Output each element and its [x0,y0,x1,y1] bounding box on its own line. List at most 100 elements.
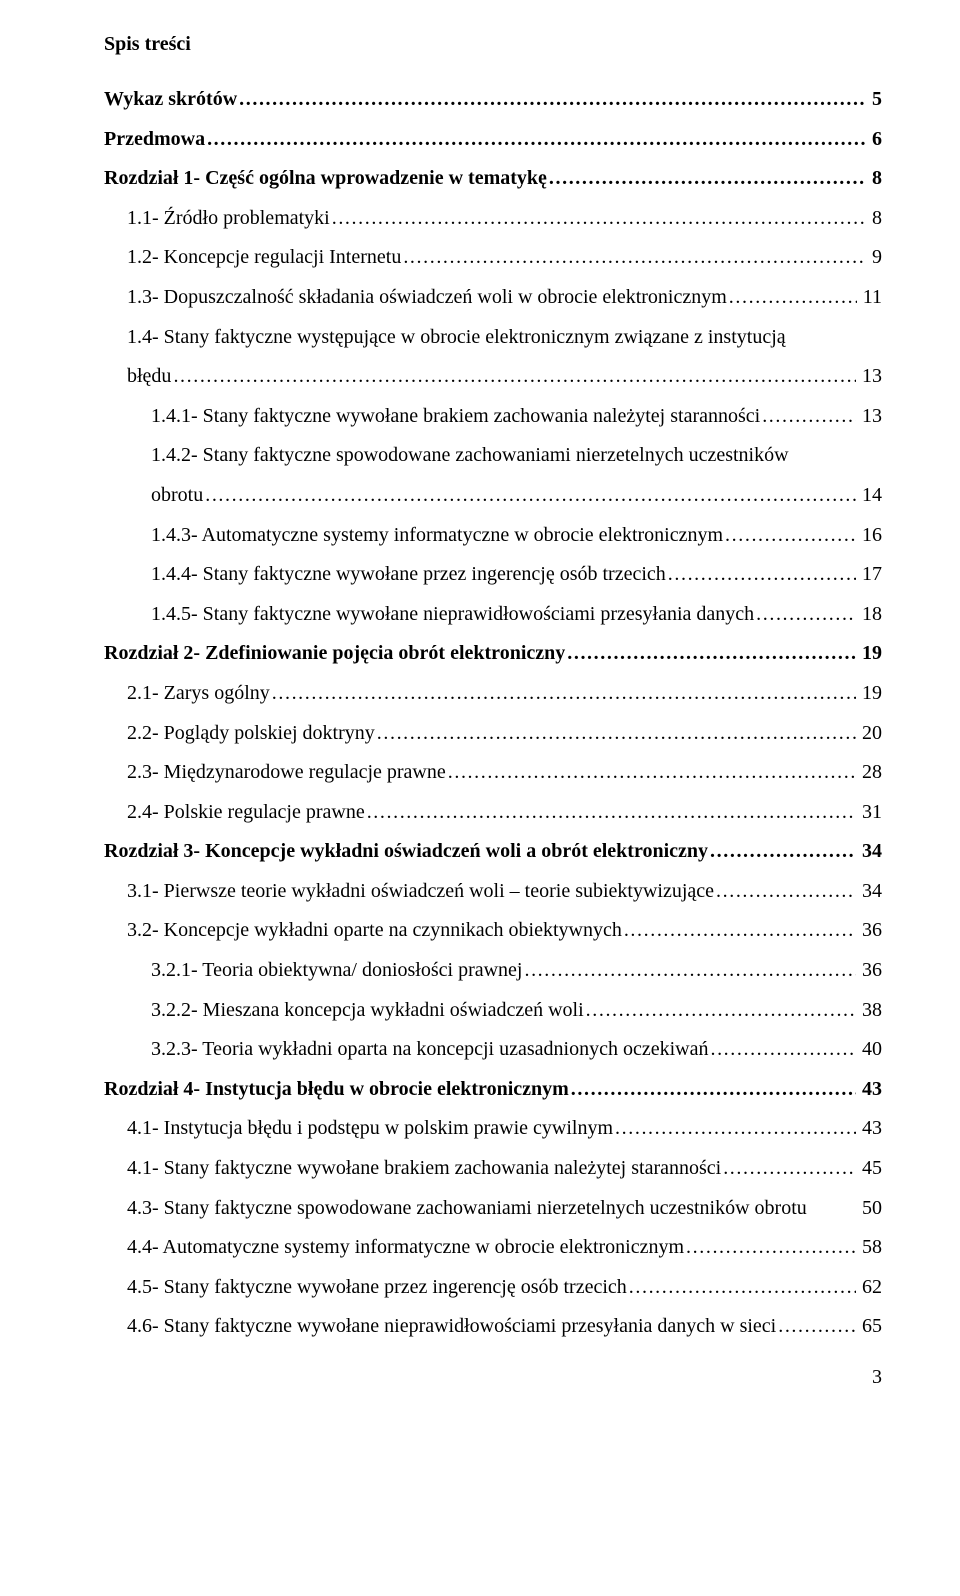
toc-entry: 3.2.1- Teoria obiektywna/ doniosłości pr… [104,956,882,985]
toc-entry-label: Rozdział 2- Zdefiniowanie pojęcia obrót … [104,639,565,668]
toc-leader-dots [629,1273,856,1302]
toc-entry-label: 3.2- Koncepcje wykładni oparte na czynni… [127,916,622,945]
toc-entry: 3.2.3- Teoria wykładni oparta na koncepc… [104,1035,882,1064]
toc-leader-dots [716,877,856,906]
toc-entry: 2.3- Międzynarodowe regulacje prawne 28 [104,758,882,787]
toc-leader-dots [207,125,866,154]
toc-leader-dots [571,1075,856,1104]
toc-entry: 3.2- Koncepcje wykładni oparte na czynni… [104,916,882,945]
toc-leader-dots [377,719,856,748]
toc-entry-page: 19 [858,679,882,708]
toc-leader-dots [624,916,856,945]
toc-entry: Rozdział 1- Część ogólna wprowadzenie w … [104,164,882,193]
toc-entry: 4.5- Stany faktyczne wywołane przez inge… [104,1273,882,1302]
toc-entry-page: 5 [868,85,882,114]
toc-entry-page: 36 [858,916,882,945]
toc-entry-label-line2: obrotu [151,481,203,510]
toc-entry-page: 43 [858,1075,882,1104]
toc-leader-dots [403,243,866,272]
toc-leader-dots [723,1154,856,1183]
toc-entry-page: 50 [858,1194,882,1223]
toc-entry: 1.4.1- Stany faktyczne wywołane brakiem … [104,402,882,431]
toc-entry-label: Rozdział 1- Część ogólna wprowadzenie w … [104,164,547,193]
toc-entry-label: 2.2- Poglądy polskiej doktryny [127,719,375,748]
toc-entry-page: 34 [858,877,882,906]
toc-entry-page: 58 [858,1233,882,1262]
toc-entry-page: 36 [858,956,882,985]
toc-entry: 4.1- Instytucja błędu i podstępu w polsk… [104,1114,882,1143]
toc-entry-page: 13 [858,362,882,391]
toc-entry-label-line1: 1.4.2- Stany faktyczne spowodowane zacho… [151,441,882,470]
toc-entry: 1.4.2- Stany faktyczne spowodowane zacho… [104,441,882,510]
toc-entry-label: 4.4- Automatyczne systemy informatyczne … [127,1233,684,1262]
toc-leader-dots [586,996,856,1025]
toc-entry-page: 18 [858,600,882,629]
toc-entry-page: 40 [858,1035,882,1064]
toc-leader-dots [239,85,866,114]
toc-entry-label: 2.1- Zarys ogólny [127,679,270,708]
toc-entry: 2.1- Zarys ogólny 19 [104,679,882,708]
toc-leader-dots [778,1312,856,1341]
toc-entry-label: 1.3- Dopuszczalność składania oświadczeń… [127,283,727,312]
toc-entry-label: 2.4- Polskie regulacje prawne [127,798,365,827]
toc-leader-dots [549,164,866,193]
toc-entry: 4.6- Stany faktyczne wywołane nieprawidł… [104,1312,882,1341]
toc-entry-page: 43 [858,1114,882,1143]
toc-entry-page: 6 [868,125,882,154]
toc-entry-label: 4.3- Stany faktyczne spowodowane zachowa… [127,1194,807,1223]
toc-entry-label: 4.6- Stany faktyczne wywołane nieprawidł… [127,1312,776,1341]
toc-entry: 1.3- Dopuszczalność składania oświadczeń… [104,283,882,312]
toc-entry: Rozdział 4- Instytucja błędu w obrocie e… [104,1075,882,1104]
toc-entry: 1.4- Stany faktyczne występujące w obroc… [104,323,882,392]
toc-entry-page: 31 [858,798,882,827]
toc-entry-page: 11 [859,283,882,312]
toc-entry-page: 20 [858,719,882,748]
toc-entry-label: Wykaz skrótów [104,85,237,114]
toc-entry: 1.4.4- Stany faktyczne wywołane przez in… [104,560,882,589]
toc-entry-label: 4.1- Instytucja błędu i podstępu w polsk… [127,1114,613,1143]
toc-entry-label: 1.4.1- Stany faktyczne wywołane brakiem … [151,402,760,431]
toc-list: Wykaz skrótów 5 Przedmowa 6 Rozdział 1- Częś… [104,85,882,1341]
toc-leader-dots [524,956,856,985]
toc-leader-dots [762,402,856,431]
toc-entry-page: 13 [858,402,882,431]
toc-entry: 1.1- Źródło problematyki 8 [104,204,882,233]
toc-leader-dots [615,1114,856,1143]
toc-entry: 2.2- Poglądy polskiej doktryny 20 [104,719,882,748]
toc-entry-page: 45 [858,1154,882,1183]
toc-entry-label: Przedmowa [104,125,205,154]
toc-entry-page: 8 [868,164,882,193]
toc-leader-dots [367,798,856,827]
toc-entry-label: 1.1- Źródło problematyki [127,204,330,233]
toc-entry-label: 1.4.4- Stany faktyczne wywołane przez in… [151,560,666,589]
toc-leader-dots [729,283,857,312]
toc-entry: Przedmowa 6 [104,125,882,154]
page-number: 3 [104,1363,882,1392]
toc-entry-page: 9 [868,243,882,272]
toc-entry: Rozdział 2- Zdefiniowanie pojęcia obrót … [104,639,882,668]
toc-entry: 3.2.2- Mieszana koncepcja wykładni oświa… [104,996,882,1025]
toc-entry-label: 3.2.1- Teoria obiektywna/ doniosłości pr… [151,956,522,985]
toc-entry: 1.4.3- Automatyczne systemy informatyczn… [104,521,882,550]
toc-entry: 3.1- Pierwsze teorie wykładni oświadczeń… [104,877,882,906]
toc-entry-label: 4.1- Stany faktyczne wywołane brakiem za… [127,1154,721,1183]
toc-entry-label: 3.1- Pierwsze teorie wykładni oświadczeń… [127,877,714,906]
toc-entry-page: 62 [858,1273,882,1302]
toc-leader-dots [756,600,856,629]
toc-entry-label: 2.3- Międzynarodowe regulacje prawne [127,758,446,787]
toc-entry-page: 34 [858,837,882,866]
toc-entry-label: 3.2.3- Teoria wykładni oparta na koncepc… [151,1035,708,1064]
toc-entry-page: 8 [868,204,882,233]
toc-entry: 1.4.5- Stany faktyczne wywołane nieprawi… [104,600,882,629]
toc-leader-dots [686,1233,856,1262]
toc-leader-dots [332,204,866,233]
toc-entry-page: 19 [858,639,882,668]
toc-entry-label: 1.2- Koncepcje regulacji Internetu [127,243,401,272]
toc-leader-dots [710,837,856,866]
toc-entry-page: 28 [858,758,882,787]
toc-entry-page: 38 [858,996,882,1025]
toc-leader-dots [205,481,856,510]
toc-entry-label: Rozdział 3- Koncepcje wykładni oświadcze… [104,837,708,866]
toc-title: Spis treści [104,30,882,59]
toc-entry: 1.2- Koncepcje regulacji Internetu 9 [104,243,882,272]
